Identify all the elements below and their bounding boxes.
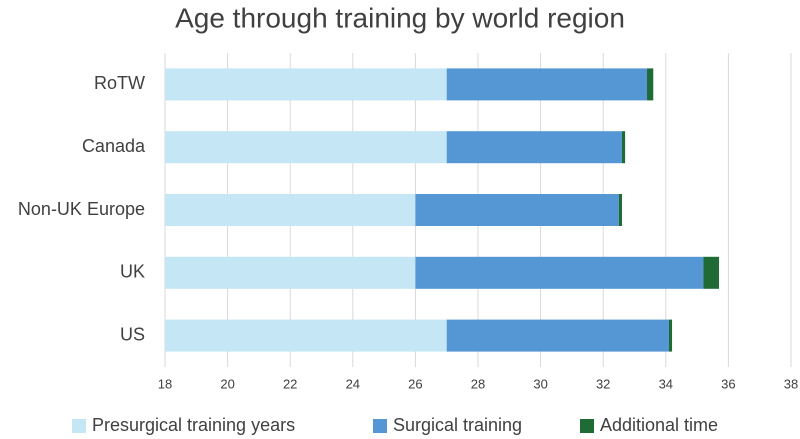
x-tick-label: 30 <box>533 376 547 391</box>
x-tick-label: 32 <box>596 376 610 391</box>
bar-segment <box>446 319 669 352</box>
chart-title: Age through training by world region <box>175 2 625 33</box>
legend-swatch <box>373 419 387 433</box>
bar-segment <box>165 256 416 289</box>
x-tick-label: 22 <box>283 376 297 391</box>
bar-segment <box>621 131 626 164</box>
legend-label: Presurgical training years <box>92 415 295 435</box>
bar-segment <box>415 194 619 226</box>
x-tick-label: 36 <box>721 376 735 391</box>
x-tick-label: 26 <box>408 376 422 391</box>
x-tick-label: 34 <box>659 376 673 391</box>
y-tick-label: RoTW <box>94 73 145 93</box>
x-tick-label: 18 <box>158 376 172 391</box>
x-tick-label: 20 <box>220 376 234 391</box>
y-tick-label: Non-UK Europe <box>18 199 145 219</box>
x-tick-label: 24 <box>346 376 360 391</box>
bar-segment <box>165 319 447 352</box>
legend-label: Surgical training <box>393 415 522 435</box>
x-tick-label: 38 <box>784 376 798 391</box>
bar-segment <box>647 68 654 101</box>
bar-segment <box>165 68 447 101</box>
legend-swatch <box>72 419 86 433</box>
y-tick-label: US <box>120 324 145 344</box>
bar-segment <box>618 194 622 226</box>
bar-segment <box>165 194 416 226</box>
y-tick-label: Canada <box>82 136 146 156</box>
bar-segment <box>415 256 704 289</box>
bar-segment <box>165 131 447 164</box>
legend-label: Additional time <box>600 415 718 435</box>
y-tick-label: UK <box>120 262 145 282</box>
bar-segment <box>703 256 720 289</box>
bar-segment <box>446 131 622 164</box>
bar-segment <box>668 319 673 352</box>
bar-segment <box>446 68 648 101</box>
x-tick-label: 28 <box>471 376 485 391</box>
legend-swatch <box>580 419 594 433</box>
